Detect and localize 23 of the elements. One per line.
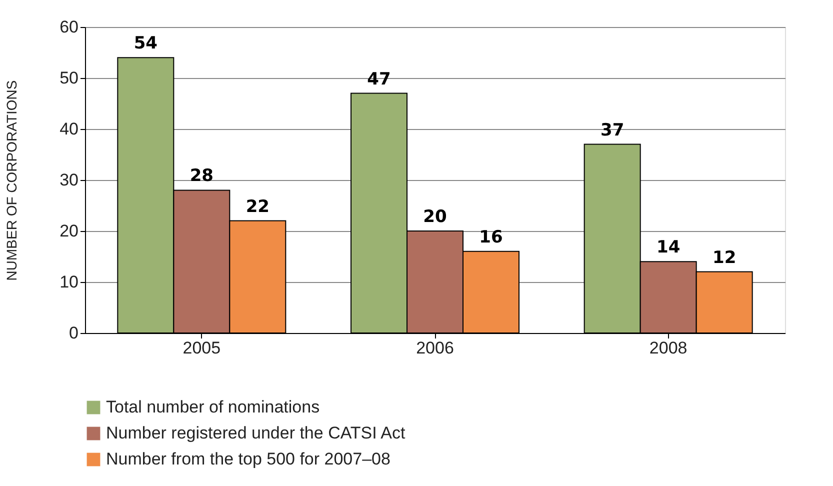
legend-label: Total number of nominations	[106, 398, 320, 416]
data-label: 28	[190, 166, 214, 186]
y-tick-label: 40	[60, 120, 78, 138]
y-tick-label: 20	[60, 222, 78, 240]
y-tick-label: 60	[60, 18, 78, 36]
data-label: 37	[600, 120, 624, 140]
y-tick-label: 10	[60, 272, 78, 292]
x-tick-label: 2008	[649, 338, 688, 358]
x-tick-label: 2005	[182, 338, 221, 358]
y-tick-label: 50	[60, 68, 78, 88]
y-tick-label: 0	[69, 324, 78, 342]
data-label: 16	[479, 227, 503, 248]
data-label: 47	[367, 69, 391, 90]
data-label: 54	[134, 34, 158, 54]
x-tick-label: 2006	[416, 338, 454, 358]
legend-label: Number from the top 500 for 2007–08	[106, 450, 390, 468]
data-label: 12	[712, 248, 736, 268]
data-label: 22	[246, 196, 270, 217]
data-label: 20	[423, 207, 447, 227]
y-tick-label: 30	[60, 170, 78, 190]
y-axis-title: NUMBER OF CORPORATIONS	[4, 80, 20, 281]
data-label: 14	[656, 238, 680, 258]
legend-label: Number registered under the CATSI Act	[106, 424, 406, 442]
